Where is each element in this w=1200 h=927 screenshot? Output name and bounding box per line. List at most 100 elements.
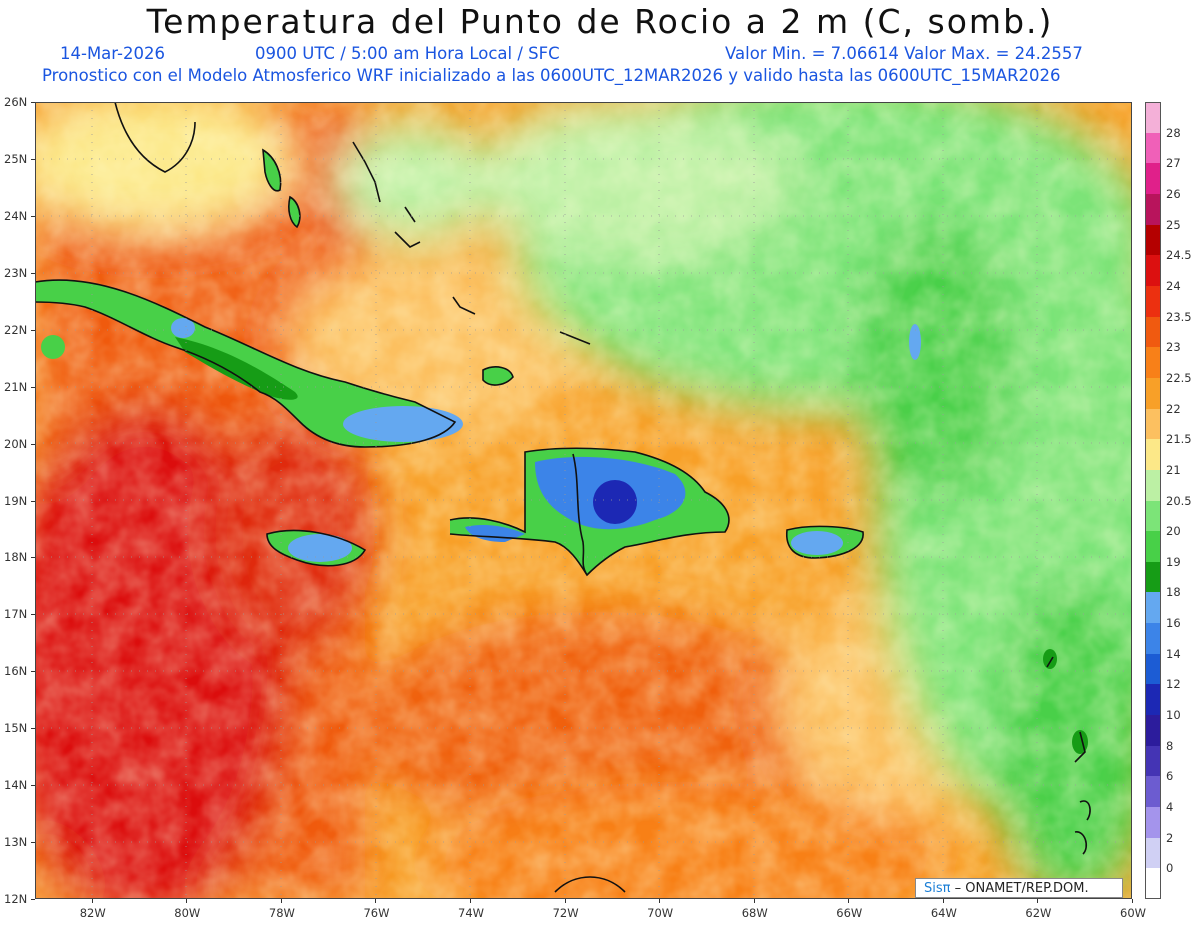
colorbar-segment <box>1145 193 1161 226</box>
lon-tick <box>942 899 944 903</box>
colorbar-label: 24 <box>1166 278 1181 293</box>
lat-tick <box>31 728 35 730</box>
lat-label: 19N <box>4 493 28 508</box>
lat-label: 18N <box>4 550 28 565</box>
colorbar-segment <box>1145 255 1161 287</box>
colorbar <box>1145 102 1161 900</box>
lon-tick <box>564 899 566 903</box>
lat-label: 17N <box>4 607 28 622</box>
colorbar-label: 21 <box>1166 462 1181 477</box>
colorbar-segment <box>1145 807 1161 839</box>
colorbar-label: 14 <box>1166 646 1181 661</box>
lon-label: 78W <box>268 906 295 920</box>
colorbar-label: 20.5 <box>1166 493 1192 508</box>
colorbar-label: 6 <box>1166 769 1174 784</box>
lon-tick <box>186 899 188 903</box>
colorbar-segment <box>1145 102 1161 134</box>
lat-tick <box>31 500 35 502</box>
colorbar-segment <box>1145 684 1161 716</box>
lon-label: 64W <box>930 906 957 920</box>
model-run-info: Pronostico con el Modelo Atmosferico WRF… <box>42 66 1061 85</box>
lon-label: 72W <box>552 906 579 920</box>
lat-tick <box>31 386 35 388</box>
colorbar-segment <box>1145 531 1161 563</box>
lat-label: 13N <box>4 835 28 850</box>
colorbar-segment <box>1145 776 1161 808</box>
lon-tick <box>470 899 472 903</box>
colorbar-label: 2 <box>1166 830 1174 845</box>
lat-label: 12N <box>4 892 28 906</box>
credit-box: Sisπ – ONAMET/REP.DOM. <box>915 878 1123 898</box>
value-min-max: Valor Min. = 7.06614 Valor Max. = 24.255… <box>725 44 1083 63</box>
colorbar-segment <box>1145 377 1161 410</box>
colorbar-label: 8 <box>1166 738 1174 753</box>
colorbar-segment <box>1145 316 1161 348</box>
colorbar-label: 24.5 <box>1166 248 1192 263</box>
lat-label: 25N <box>4 151 28 166</box>
colorbar-segment <box>1145 561 1161 593</box>
colorbar-label: 10 <box>1166 708 1181 723</box>
lat-label: 20N <box>4 436 28 451</box>
lon-tick <box>91 899 93 903</box>
colorbar-label: 16 <box>1166 616 1181 631</box>
colorbar-segment <box>1145 224 1161 256</box>
lon-label: 74W <box>458 906 485 920</box>
lat-tick <box>31 614 35 616</box>
colorbar-segment <box>1145 868 1161 900</box>
colorbar-label: 0 <box>1166 861 1174 876</box>
forecast-time: 0900 UTC / 5:00 am Hora Local / SFC <box>255 44 560 63</box>
lat-tick <box>31 443 35 445</box>
colorbar-label: 22.5 <box>1166 370 1192 385</box>
colorbar-label: 18 <box>1166 585 1181 600</box>
lat-label: 26N <box>4 95 28 109</box>
lon-label: 60W <box>1120 906 1147 920</box>
lat-tick <box>31 899 35 900</box>
lat-label: 14N <box>4 778 28 793</box>
lat-label: 22N <box>4 322 28 337</box>
colorbar-label: 23 <box>1166 340 1181 355</box>
lon-label: 82W <box>79 906 106 920</box>
sispi-logo: Sisπ <box>924 881 951 896</box>
colorbar-segment <box>1145 285 1161 318</box>
dewpoint-map <box>35 102 1132 899</box>
colorbar-segment <box>1145 439 1161 471</box>
colorbar-label: 19 <box>1166 554 1181 569</box>
colorbar-label: 26 <box>1166 186 1181 201</box>
colorbar-label: 28 <box>1166 125 1181 140</box>
lat-label: 15N <box>4 721 28 736</box>
lon-label: 70W <box>647 906 674 920</box>
lat-tick <box>31 272 35 274</box>
map-title: Temperatura del Punto de Rocio a 2 m (C,… <box>146 2 1054 41</box>
colorbar-segment <box>1145 623 1161 655</box>
lat-tick <box>31 842 35 844</box>
lat-tick <box>31 785 35 787</box>
lat-label: 16N <box>4 664 28 679</box>
lon-label: 68W <box>741 906 768 920</box>
colorbar-segment <box>1145 592 1161 624</box>
colorbar-label: 12 <box>1166 677 1181 692</box>
colorbar-segment <box>1145 837 1161 869</box>
forecast-date: 14-Mar-2026 <box>60 44 165 63</box>
lat-tick <box>31 215 35 217</box>
lat-tick <box>31 102 35 103</box>
colorbar-segment <box>1145 715 1161 747</box>
lon-label: 80W <box>174 906 201 920</box>
colorbar-segment <box>1145 132 1161 164</box>
lat-tick <box>31 329 35 331</box>
lat-tick <box>31 671 35 673</box>
lat-label: 24N <box>4 208 28 223</box>
lon-tick <box>375 899 377 903</box>
colorbar-label: 22 <box>1166 401 1181 416</box>
lon-tick <box>1132 899 1133 903</box>
credit-text: – ONAMET/REP.DOM. <box>950 881 1089 896</box>
lon-label: 76W <box>363 906 390 920</box>
lat-tick <box>31 158 35 160</box>
colorbar-segment <box>1145 745 1161 777</box>
colorbar-label: 25 <box>1166 217 1181 232</box>
lon-tick <box>659 899 661 903</box>
colorbar-segment <box>1145 500 1161 532</box>
colorbar-segment <box>1145 653 1161 685</box>
lat-label: 23N <box>4 265 28 280</box>
colorbar-label: 20 <box>1166 524 1181 539</box>
colorbar-segment <box>1145 347 1161 379</box>
